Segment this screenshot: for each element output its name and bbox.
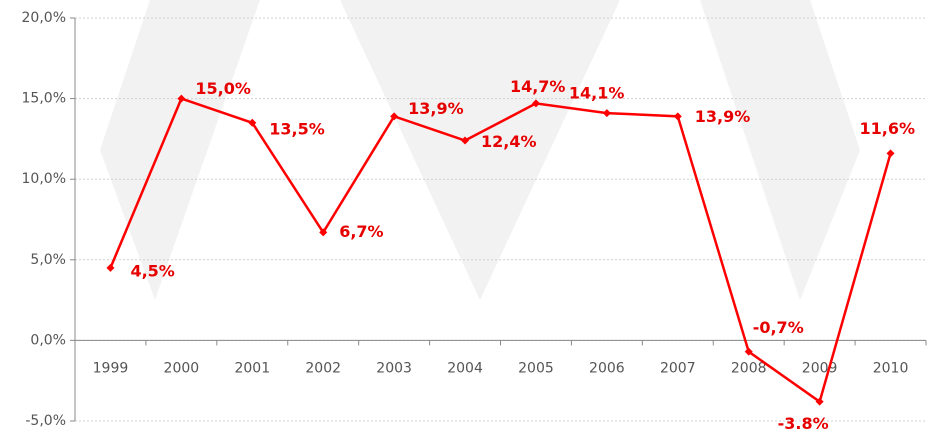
watermark-shape: [700, 0, 860, 300]
y-tick-label: 10,0%: [22, 171, 66, 187]
point-marker: [461, 136, 470, 145]
data-label: 13,9%: [408, 99, 464, 118]
data-label: 12,4%: [481, 132, 537, 151]
point-marker: [886, 149, 895, 158]
point-marker: [390, 112, 399, 121]
x-tick-label: 2005: [518, 360, 554, 376]
data-label: -0,7%: [753, 318, 804, 337]
y-tick-label: -5,0%: [25, 413, 66, 429]
x-tick-label: 2008: [731, 360, 767, 376]
point-marker: [106, 263, 115, 272]
data-label: 13,9%: [695, 107, 751, 126]
data-label: 4,5%: [130, 261, 174, 280]
data-label: -3.8%: [778, 414, 829, 433]
watermark-shape: [100, 0, 260, 300]
x-tick-label: 2010: [873, 360, 909, 376]
data-label: 14,1%: [569, 84, 625, 103]
data-label: 15,0%: [195, 79, 251, 98]
x-tick-label: 2007: [660, 360, 696, 376]
data-label: 6,7%: [339, 222, 383, 241]
watermark-shape: [340, 0, 620, 300]
x-tick-label: 2000: [164, 360, 200, 376]
data-label: 13,5%: [269, 119, 325, 138]
watermark: [100, 0, 860, 300]
x-tick-label: 2001: [234, 360, 270, 376]
point-marker: [248, 118, 257, 127]
data-label: 11,6%: [860, 119, 916, 138]
point-marker: [673, 112, 682, 121]
x-tick-label: 2009: [802, 360, 838, 376]
y-tick-label: 20,0%: [22, 10, 66, 26]
data-label: 14,7%: [510, 77, 566, 96]
y-tick-label: 15,0%: [22, 91, 66, 107]
y-tick-label: 5,0%: [30, 252, 66, 268]
x-tick-label: 2006: [589, 360, 625, 376]
point-marker: [177, 94, 186, 103]
x-tick-label: 2002: [305, 360, 341, 376]
x-tick-label: 1999: [93, 360, 129, 376]
point-marker: [319, 228, 328, 237]
point-marker: [602, 109, 611, 118]
y-tick-label: 0,0%: [30, 332, 66, 348]
point-marker: [815, 397, 824, 406]
point-marker: [531, 99, 540, 108]
point-marker: [744, 347, 753, 356]
x-tick-label: 2003: [376, 360, 412, 376]
x-tick-label: 2004: [447, 360, 483, 376]
series-line: [109, 97, 892, 404]
